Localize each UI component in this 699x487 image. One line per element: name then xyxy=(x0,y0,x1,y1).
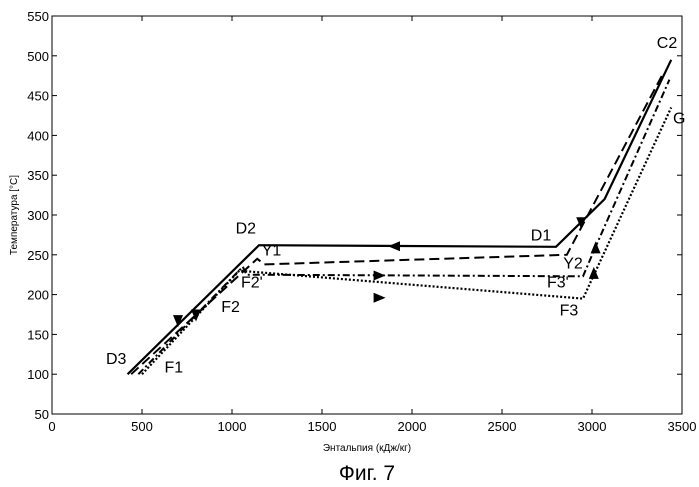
y-tick-label: 400 xyxy=(27,128,49,143)
x-tick-label: 0 xyxy=(48,419,55,434)
figure-caption: Фиг. 7 xyxy=(339,462,395,485)
x-axis-label: Энтальпия (кДж/кг) xyxy=(323,443,411,454)
y-tick-label: 50 xyxy=(35,407,49,422)
y-tick-label: 100 xyxy=(27,367,49,382)
x-tick-label: 1000 xyxy=(218,419,247,434)
point-label: F1 xyxy=(165,360,184,377)
point-label: F3 xyxy=(560,302,579,319)
y-tick-label: 300 xyxy=(27,208,49,223)
y-tick-label: 350 xyxy=(27,168,49,183)
x-tick-label: 3000 xyxy=(578,419,607,434)
point-label: C2 xyxy=(657,35,678,52)
point-label: D1 xyxy=(531,227,552,244)
point-label: D3 xyxy=(106,351,127,368)
point-label: F3' xyxy=(547,274,569,291)
point-label: G xyxy=(673,110,685,127)
y-tick-label: 550 xyxy=(27,9,49,24)
point-label: F2 xyxy=(221,299,240,316)
point-label: D2 xyxy=(236,220,257,237)
y-tick-label: 150 xyxy=(27,327,49,342)
point-label: Y2 xyxy=(563,255,583,272)
x-tick-label: 1500 xyxy=(308,419,337,434)
y-tick-label: 500 xyxy=(27,49,49,64)
x-tick-label: 3500 xyxy=(668,419,697,434)
point-label: F2' xyxy=(241,274,263,291)
y-tick-label: 450 xyxy=(27,89,49,104)
x-tick-label: 500 xyxy=(131,419,153,434)
y-axis-label: Температура [°C] xyxy=(9,175,20,255)
y-tick-label: 200 xyxy=(27,288,49,303)
y-tick-label: 250 xyxy=(27,248,49,263)
point-label: Y1 xyxy=(262,243,282,260)
x-tick-label: 2000 xyxy=(398,419,427,434)
x-tick-label: 2500 xyxy=(488,419,517,434)
